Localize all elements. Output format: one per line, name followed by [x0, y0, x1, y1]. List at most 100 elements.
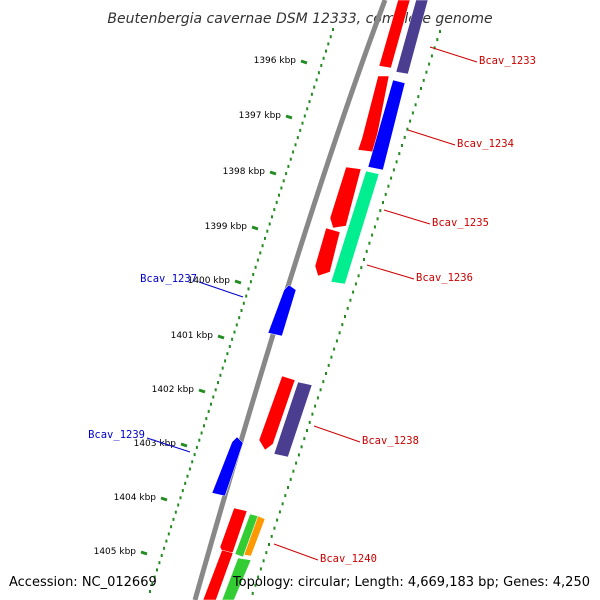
scale-label: 1396 kbp [254, 56, 297, 66]
scale-tick-outer [228, 345, 231, 348]
scale-tick-outer [254, 265, 257, 269]
scale-tick-outer [198, 438, 201, 442]
genome-title: Beutenbergia cavernae DSM 12333, complet… [107, 11, 492, 27]
topology-text: Topology: circular; Length: 4,669,183 bp… [232, 575, 590, 590]
scale-tick-inner [439, 30, 441, 33]
scale-tick-inner [392, 168, 395, 172]
cds-feature-green [330, 170, 380, 285]
scale-tick-outer [278, 193, 280, 197]
accession-text: Accession: NC_012669 [9, 575, 157, 590]
scale-tick-outer [221, 366, 224, 370]
scale-major-tick [300, 59, 308, 65]
scale-tick-outer [310, 92, 313, 96]
scale-tick-outer [158, 561, 161, 565]
scale-tick-inner [406, 127, 409, 131]
scale-tick-inner [398, 152, 401, 156]
scale-tick-outer [327, 42, 330, 46]
cds-feature-forward [329, 166, 362, 229]
gene-label-bcav_1233[interactable]: Bcav_1233 [479, 55, 536, 67]
scale-tick-inner [265, 551, 268, 555]
gene-label-bcav_1236[interactable]: Bcav_1236 [416, 272, 473, 284]
cds-feature-reverse [367, 79, 406, 171]
label-line [429, 46, 478, 63]
cds-feature-forward [357, 75, 390, 153]
label-line [146, 437, 191, 453]
cds-feature-slate [395, 0, 429, 75]
scale-tick-outer [205, 417, 208, 421]
scale-tick-inner [382, 201, 384, 204]
scale-tick-outer [186, 474, 189, 478]
scale-tick-inner [300, 445, 303, 449]
scale-label: 1401 kbp [171, 331, 214, 341]
scale-tick-outer [315, 78, 318, 82]
scale-tick-outer [259, 251, 262, 255]
scale-tick-outer [332, 28, 334, 31]
scale-tick-outer [296, 136, 299, 140]
cds-feature-green [234, 513, 259, 558]
scale-tick-inner [278, 510, 281, 514]
gene-label-bcav_1235[interactable]: Bcav_1235 [432, 217, 489, 229]
scale-tick-outer [249, 280, 252, 284]
scale-tick-outer [282, 179, 285, 183]
scale-tick-inner [273, 526, 276, 530]
label-line [407, 129, 456, 146]
scale-major-tick [217, 334, 225, 340]
scale-tick-inner [357, 274, 360, 278]
scale-tick-inner [259, 567, 262, 571]
scale-tick-inner [325, 372, 327, 375]
cds-feature-green [221, 557, 252, 600]
scale-label: 1402 kbp [152, 385, 195, 395]
scale-tick-inner [292, 469, 295, 473]
scale-tick-outer [151, 582, 154, 586]
label-line [313, 425, 361, 443]
scale-label: 1403 kbp [134, 439, 177, 449]
scale-tick-outer [210, 402, 212, 406]
scale-major-tick [198, 388, 206, 394]
scale-tick-outer [160, 554, 163, 557]
scale-tick-outer [179, 496, 182, 500]
label-lines [146, 46, 478, 561]
gene-label-bcav_1234[interactable]: Bcav_1234 [457, 138, 514, 150]
scale-tick-outer [195, 445, 198, 449]
scale-tick-inner [341, 323, 344, 327]
scale-tick-outer [275, 200, 278, 204]
scale-tick-inner [306, 429, 308, 432]
scale-tick-inner [297, 453, 300, 457]
scale-tick-outer [261, 244, 264, 248]
gene-label-bcav_1237[interactable]: Bcav_1237 [140, 273, 197, 285]
scale-tick-inner [384, 192, 387, 196]
scale-tick-outer [329, 35, 332, 39]
scale-tick-outer [172, 517, 175, 521]
scale-tick-inner [327, 363, 330, 367]
scale-label: 1404 kbp [114, 493, 157, 503]
scale-tick-inner [363, 258, 365, 261]
scale-tick-inner [311, 412, 314, 416]
scale-tick-outer [188, 467, 191, 471]
scale-tick-outer [266, 229, 269, 233]
gene-label-bcav_1239[interactable]: Bcav_1239 [88, 429, 145, 441]
scale-tick-inner [376, 217, 379, 221]
scale-tick-outer [306, 107, 309, 111]
gene-label-bcav_1240[interactable]: Bcav_1240 [320, 553, 377, 565]
label-line [198, 281, 244, 298]
scale-tick-inner [344, 315, 346, 318]
scale-tick-inner [379, 209, 382, 213]
gene-label-bcav_1238[interactable]: Bcav_1238 [362, 435, 419, 447]
cds-feature-slate [273, 381, 313, 458]
label-line [273, 543, 319, 561]
scale-tick-outer [256, 258, 259, 262]
scale-major-tick [269, 170, 277, 176]
scale-tick-inner [387, 184, 390, 188]
scale-tick-outer [217, 381, 219, 385]
scale-tick-inner [316, 396, 319, 400]
scale-tick-outer [191, 460, 194, 464]
scale-tick-inner [303, 437, 306, 441]
scale-tick-inner [436, 38, 439, 42]
scale-tick-outer [163, 546, 166, 550]
scale-tick-inner [349, 298, 352, 302]
scale-tick-inner [409, 119, 412, 123]
scale-tick-inner [284, 494, 287, 498]
scale-tick-inner [262, 559, 265, 563]
scale-tick-outer [231, 337, 234, 341]
